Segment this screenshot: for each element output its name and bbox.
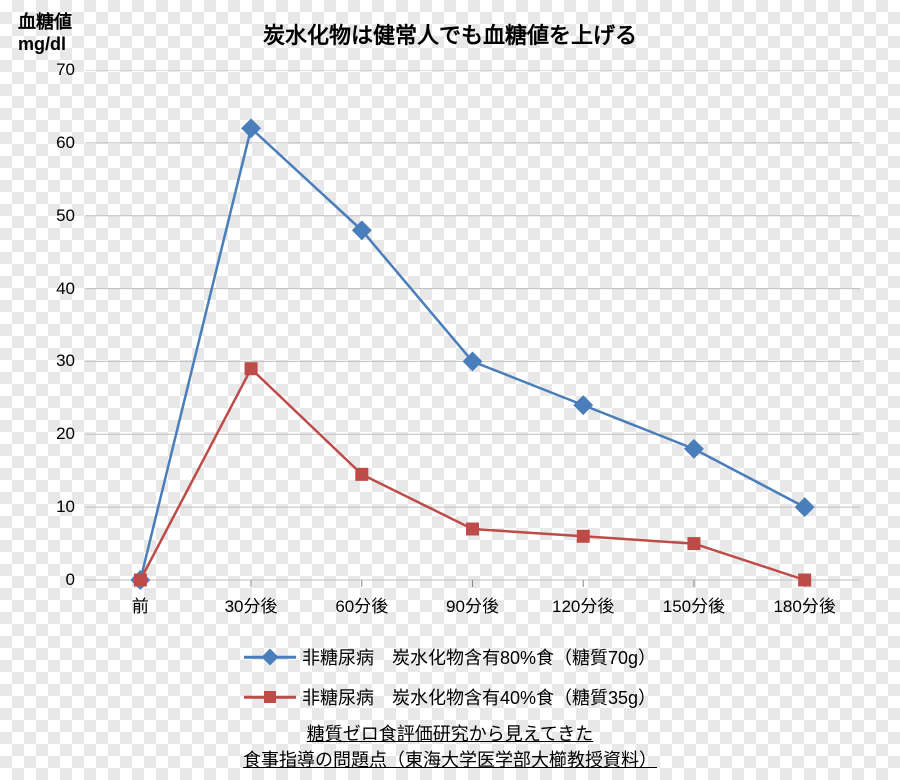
y-tick-label: 60: [35, 133, 75, 153]
x-tick-label: 120分後: [552, 592, 614, 617]
caption-line1: 糖質ゼロ食評価研究から見えてきた: [307, 724, 594, 744]
legend-item: 非糖尿病 炭水化物含有80%食（糖質70g）: [244, 644, 656, 670]
x-tick-label: 30分後: [225, 592, 278, 617]
plot-area: [85, 70, 860, 600]
y-tick-label: 10: [35, 497, 75, 517]
x-tick-label: 90分後: [446, 592, 499, 617]
y-tick-label: 70: [35, 60, 75, 80]
x-tick-label: 180分後: [773, 592, 835, 617]
chart-canvas: 炭水化物は健常人でも血糖値を上げる 血糖値 mg/dl 0 10 20 30 40 50 6…: [0, 0, 900, 780]
legend-item: 非糖尿病 炭水化物含有40%食（糖質35g）: [244, 684, 656, 710]
x-tick-label: 前: [132, 592, 149, 617]
legend-label: 非糖尿病 炭水化物含有40%食（糖質35g）: [302, 684, 656, 710]
y-axis-title-line1: 血糖値: [18, 8, 72, 34]
caption-line2: 食事指導の問題点（東海大学医学部大櫛教授資料）: [243, 750, 657, 770]
y-tick-label: 20: [35, 424, 75, 444]
y-axis-title: 血糖値 mg/dl: [18, 8, 72, 55]
legend-label: 非糖尿病 炭水化物含有80%食（糖質70g）: [302, 644, 656, 670]
legend-swatch: [244, 649, 296, 665]
x-tick-label: 150分後: [663, 592, 725, 617]
y-axis-title-line2: mg/dl: [18, 34, 72, 55]
x-tick-label: 60分後: [335, 592, 388, 617]
y-tick-label: 40: [35, 279, 75, 299]
legend: 非糖尿病 炭水化物含有80%食（糖質70g） 非糖尿病 炭水化物含有40%食（糖質…: [0, 640, 900, 720]
caption: 糖質ゼロ食評価研究から見えてきた 食事指導の問題点（東海大学医学部大櫛教授資料）: [0, 720, 900, 772]
y-tick-label: 0: [35, 570, 75, 590]
y-tick-label: 50: [35, 206, 75, 226]
legend-swatch: [244, 689, 296, 705]
y-tick-label: 30: [35, 351, 75, 371]
chart-title: 炭水化物は健常人でも血糖値を上げる: [0, 18, 900, 50]
